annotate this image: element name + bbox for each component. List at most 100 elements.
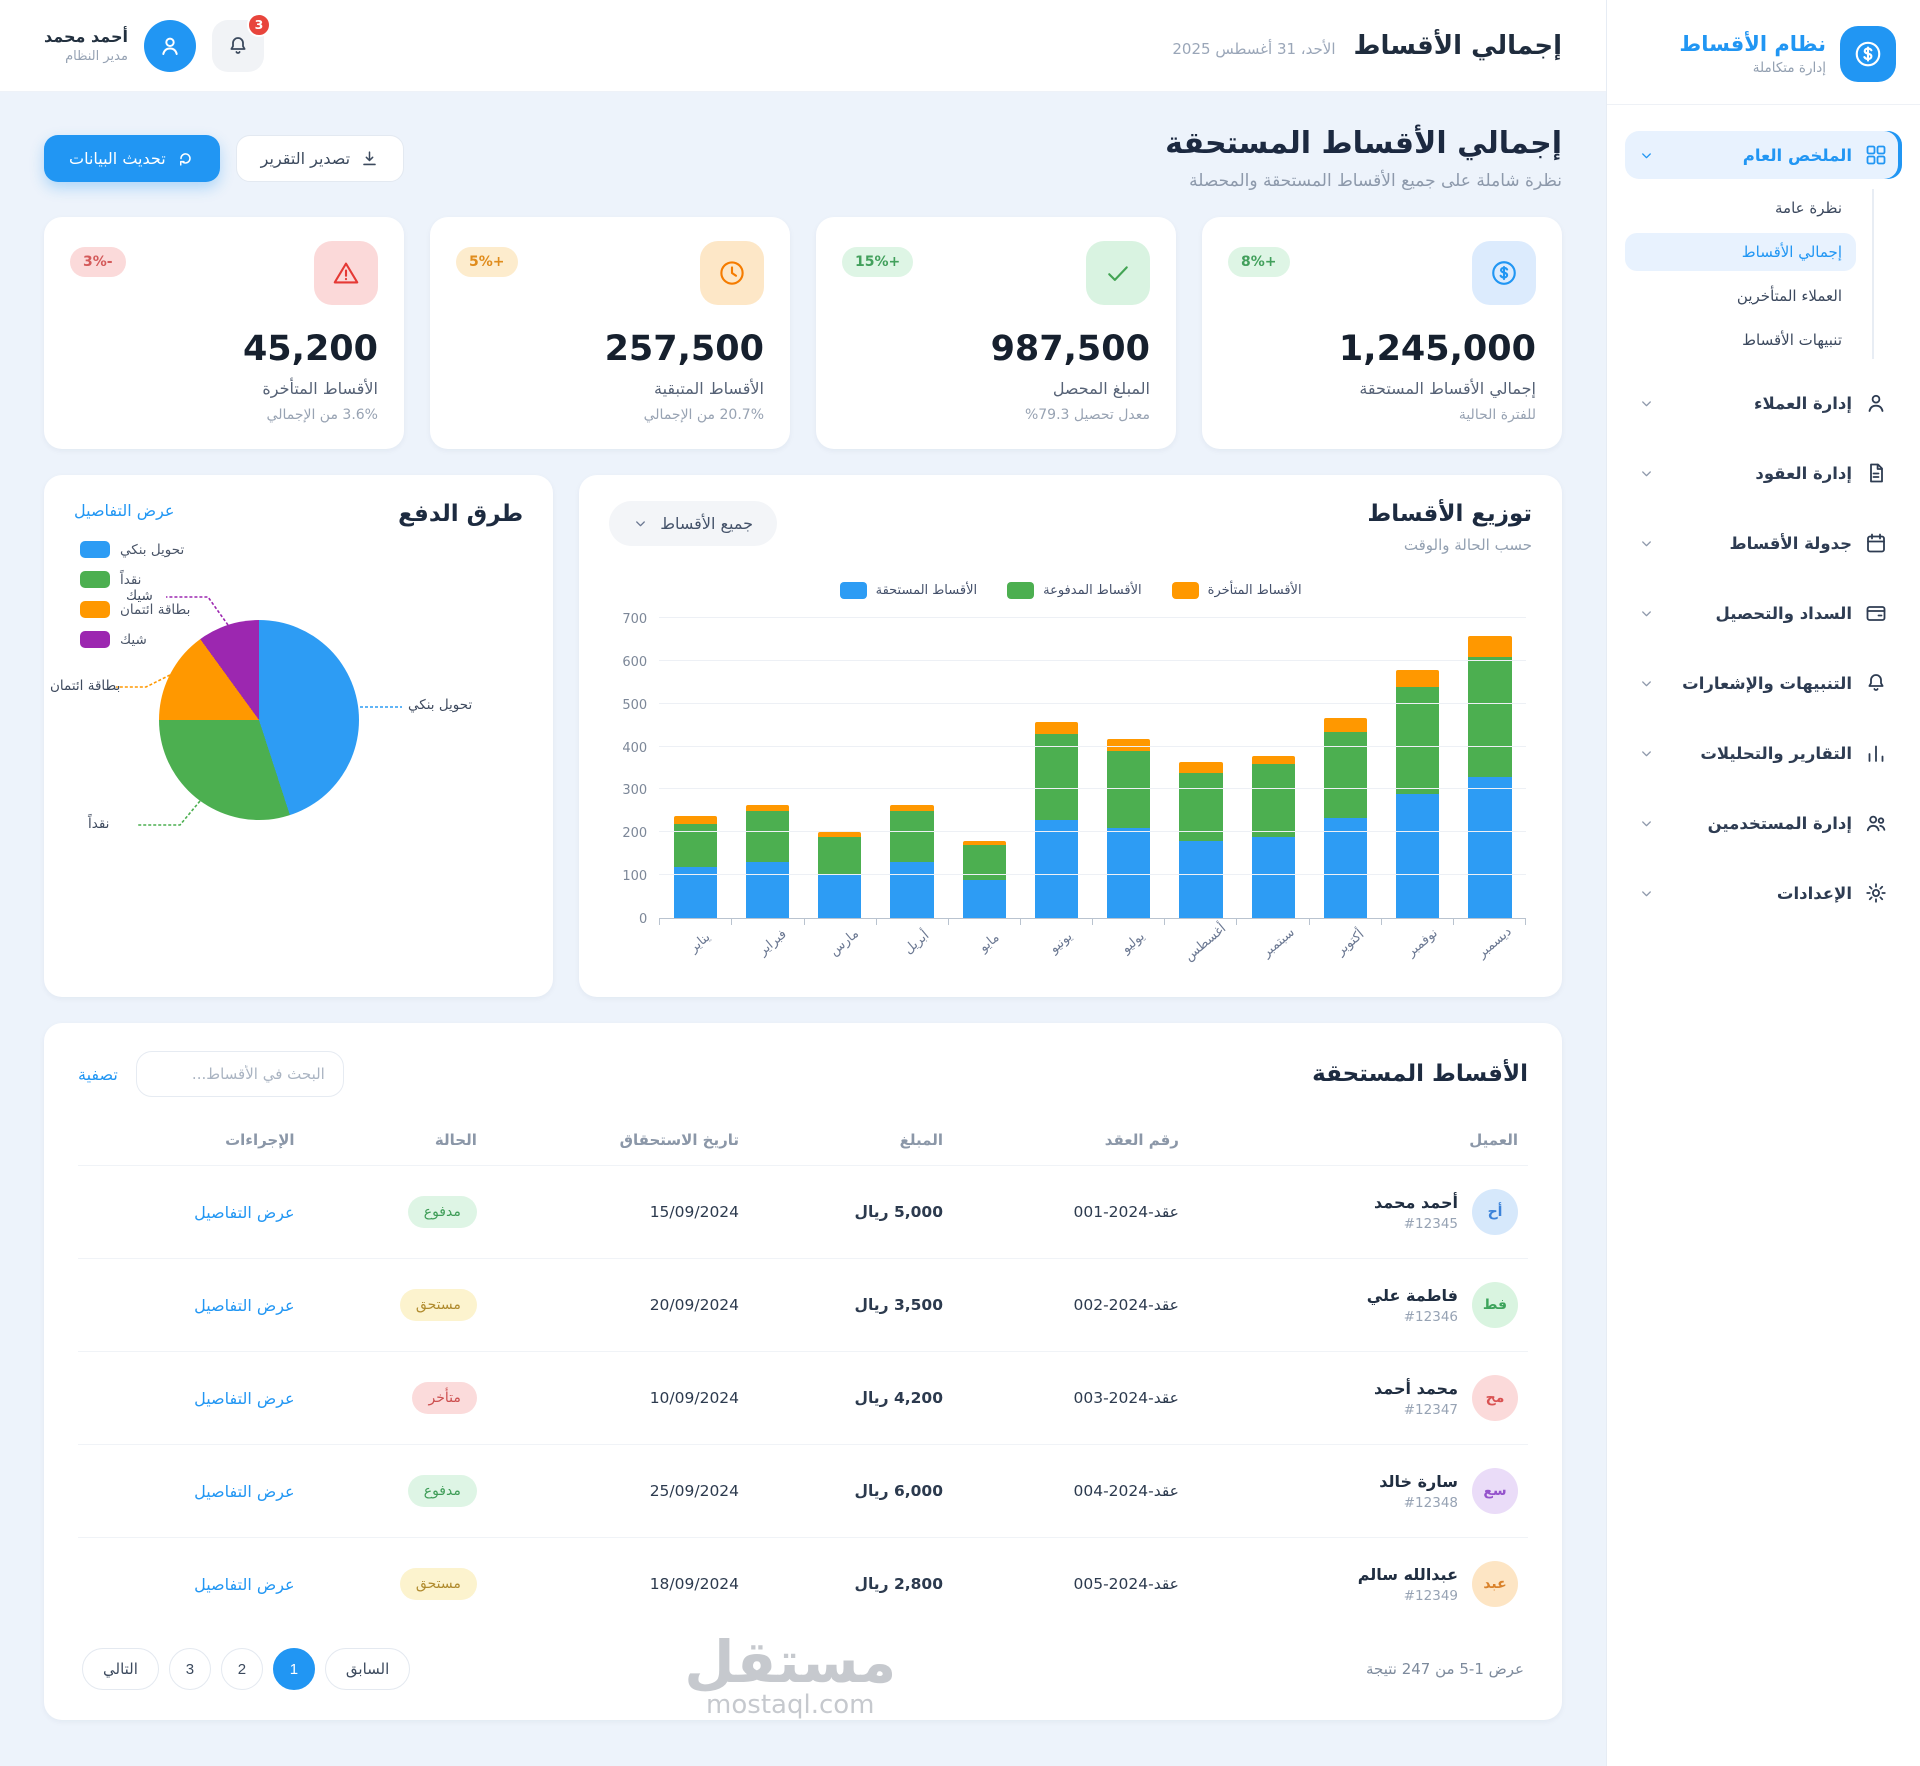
filter-link[interactable]: تصفية: [78, 1064, 118, 1084]
sidebar-item-6[interactable]: التقارير والتحليلات: [1625, 729, 1902, 777]
bar-plot-area: [659, 617, 1526, 919]
sidebar-item-0[interactable]: الملخص العام: [1625, 131, 1902, 179]
pie-legend-swatch: [80, 571, 110, 588]
client-name: فاطمة علي: [1366, 1285, 1458, 1305]
main-column: إجمالي الأقساط الأحد، 31 أغسطس 2025 3: [0, 0, 1606, 1720]
page-button-3[interactable]: 3: [168, 1648, 211, 1690]
sidebar-item-8[interactable]: الإعدادات: [1625, 869, 1902, 917]
sidebar-subitem-2[interactable]: العملاء المتأخرين: [1736, 287, 1842, 305]
sidebar-item-5[interactable]: التنبيهات والإشعارات: [1625, 659, 1902, 707]
status-badge: متأخر: [412, 1382, 477, 1414]
month-label: ديسمبر: [1474, 924, 1515, 962]
page-title-group: إجمالي الأقساط المستحقة نظرة شاملة على ج…: [1165, 126, 1562, 191]
stat-trend-badge: 8%+: [1228, 247, 1290, 277]
column-header-3: تاريخ الاستحقاق: [619, 1131, 740, 1149]
view-details-link[interactable]: عرض التفاصيل: [74, 501, 175, 520]
chevron-down-icon: [1642, 152, 1651, 158]
sidebar-item-2[interactable]: إدارة العقود: [1625, 449, 1902, 497]
bar-column-10[interactable]: [1382, 619, 1454, 918]
legend-swatch: [1171, 582, 1199, 599]
sidebar-item-label: إدارة العملاء: [1754, 393, 1852, 413]
bar-column-5[interactable]: [1020, 619, 1092, 918]
bar-column-4[interactable]: [948, 619, 1020, 918]
bar-segment-2: [745, 804, 790, 812]
notifications-button[interactable]: 3: [211, 12, 271, 72]
sidebar-item-1[interactable]: إدارة العملاء: [1625, 379, 1902, 427]
view-details-link[interactable]: عرض التفاصيل: [194, 1388, 295, 1408]
export-report-label: تصدير التقرير: [260, 149, 351, 168]
bar-column-3[interactable]: [876, 619, 948, 918]
installments-distribution-card: توزيع الأقساط حسب الحالة والوقت جميع الأ…: [579, 475, 1562, 997]
actions-cell: عرض التفاصيل: [78, 1444, 305, 1538]
sidebar-item-7[interactable]: إدارة المستخدمين: [1625, 799, 1902, 847]
bar-column-1[interactable]: [731, 619, 803, 918]
bar-segment-1: [745, 811, 790, 863]
legend-item-2[interactable]: الأقساط المتأخرة: [1171, 582, 1302, 599]
notifications-badge: 3: [246, 12, 271, 37]
export-report-button[interactable]: تصدير التقرير: [235, 135, 405, 182]
refresh-data-button[interactable]: تحديث البيانات: [44, 135, 220, 182]
bar-column-0[interactable]: [659, 619, 731, 918]
client-info: فط فاطمة علي #12346: [1199, 1282, 1518, 1328]
pie-legend-item-0[interactable]: تحويل بنكي: [80, 541, 190, 558]
grid-icon: [1866, 145, 1886, 165]
pie-legend-item-3[interactable]: شيك: [80, 631, 190, 648]
view-details-link[interactable]: عرض التفاصيل: [194, 1481, 295, 1501]
installments-filter-dropdown[interactable]: جميع الأقساط: [609, 501, 777, 546]
sidebar-item-3[interactable]: جدولة الأقساط: [1625, 519, 1902, 567]
pie-callout-label-3: شيك: [126, 588, 153, 604]
x-tick: [1165, 919, 1238, 925]
bar-chart-subtitle: حسب الحالة والوقت: [1403, 536, 1532, 554]
legend-item-0[interactable]: الأقساط المستحقة: [839, 582, 977, 599]
stat-card-3: 3%- 45,200 الأقساط المتأخرة 3.6% من الإجمال…: [44, 217, 404, 449]
legend-swatch: [1007, 582, 1035, 599]
prev-page-button[interactable]: السابق: [324, 1648, 411, 1690]
view-details-link[interactable]: عرض التفاصيل: [194, 1295, 295, 1315]
bar-column-11[interactable]: [1454, 619, 1526, 918]
search-input[interactable]: [135, 1051, 344, 1097]
user-icon: [1868, 394, 1884, 412]
page-button-1[interactable]: 1: [272, 1648, 315, 1690]
pie-circle[interactable]: [159, 620, 359, 820]
legend-label: الأقساط المدفوعة: [1043, 583, 1142, 598]
bar-column-7[interactable]: [1165, 619, 1237, 918]
client-id: #12348: [1403, 1494, 1458, 1511]
bar-segment-0: [1107, 828, 1151, 918]
client-name: سارة خالد: [1379, 1471, 1458, 1491]
column-header-2: المبلغ: [899, 1131, 943, 1149]
sidebar-item-label: التنبيهات والإشعارات: [1682, 673, 1852, 693]
chevron-down-icon: [1639, 746, 1654, 761]
sidebar-subitem-1[interactable]: إجمالي الأقساط: [1625, 233, 1856, 271]
client-cell: عبد عبدالله سالم #12349: [1188, 1537, 1528, 1630]
bar-column-6[interactable]: [1093, 619, 1165, 918]
bar-column-2[interactable]: [804, 619, 876, 918]
view-details-link[interactable]: عرض التفاصيل: [194, 1574, 295, 1594]
payment-methods-card: طرق الدفع عرض التفاصيل تحويل بنكي نقداً بط…: [44, 475, 554, 997]
stacked-bar: [1468, 619, 1512, 918]
column-header-0: العميل: [1469, 1131, 1518, 1149]
pie-legend-item-1[interactable]: نقداً: [80, 571, 190, 588]
page-button-2[interactable]: 2: [220, 1648, 263, 1690]
check-icon: [1108, 266, 1128, 281]
stat-card-0: 8%+ 1,245,000 إجمالي الأقساط المستحقة للفتر…: [1202, 217, 1562, 449]
y-tick-label: 0: [638, 912, 648, 927]
legend-item-1[interactable]: الأقساط المدفوعة: [1007, 582, 1142, 599]
view-details-link[interactable]: عرض التفاصيل: [194, 1202, 295, 1222]
user-avatar[interactable]: [143, 19, 196, 72]
sidebar-subitem-0[interactable]: نظرة عامة: [1775, 199, 1842, 217]
next-page-button[interactable]: التالي: [82, 1648, 159, 1690]
stat-card-top: 15%+: [842, 241, 1150, 305]
dollar-icon: [1492, 261, 1516, 285]
gear-icon: [1864, 881, 1888, 905]
chevron-down-icon: [1642, 470, 1651, 476]
column-header-5: الإجراءات: [225, 1131, 295, 1149]
topbar-title: إجمالي الأقساط: [1353, 30, 1562, 61]
bar-column-9[interactable]: [1309, 619, 1381, 918]
pie-legend-label: تحويل بنكي: [120, 541, 185, 558]
sidebar-subitem-3[interactable]: تنبيهات الأقساط: [1742, 331, 1842, 349]
stat-value: 45,200: [242, 329, 378, 369]
bar-column-8[interactable]: [1237, 619, 1309, 918]
sidebar-item-4[interactable]: السداد والتحصيل: [1625, 589, 1902, 637]
pie-legend-swatch: [80, 631, 110, 648]
bar-segment-1: [1251, 764, 1295, 837]
